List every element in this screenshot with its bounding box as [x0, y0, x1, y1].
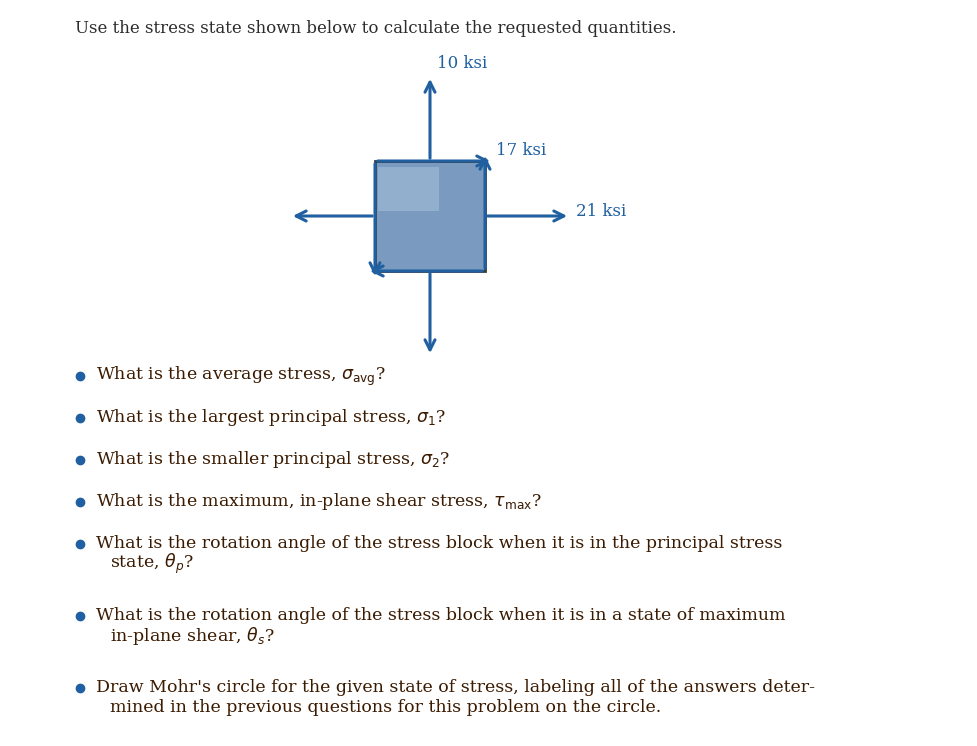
Text: state, $\theta_p$?: state, $\theta_p$? [110, 552, 193, 576]
Text: What is the smaller principal stress, $\sigma_2$?: What is the smaller principal stress, $\… [96, 450, 450, 471]
Bar [378, 167, 439, 211]
Bar [375, 161, 485, 271]
Text: in-plane shear, $\theta_s$?: in-plane shear, $\theta_s$? [110, 625, 275, 647]
Text: What is the average stress, $\sigma_\mathrm{avg}$?: What is the average stress, $\sigma_\mat… [96, 364, 386, 388]
Text: 10 ksi: 10 ksi [437, 55, 488, 72]
Text: What is the rotation angle of the stress block when it is in the principal stres: What is the rotation angle of the stress… [96, 536, 783, 553]
Text: 21 ksi: 21 ksi [576, 202, 626, 219]
Text: Use the stress state shown below to calculate the requested quantities.: Use the stress state shown below to calc… [75, 20, 676, 37]
Text: mined in the previous questions for this problem on the circle.: mined in the previous questions for this… [110, 700, 661, 716]
Text: Draw Mohr's circle for the given state of stress, labeling all of the answers de: Draw Mohr's circle for the given state o… [96, 680, 815, 697]
Text: What is the rotation angle of the stress block when it is in a state of maximum: What is the rotation angle of the stress… [96, 607, 786, 624]
Text: 17 ksi: 17 ksi [496, 142, 546, 159]
Text: What is the maximum, in-plane shear stress, $\tau_\mathrm{max}$?: What is the maximum, in-plane shear stre… [96, 492, 542, 513]
Text: What is the largest principal stress, $\sigma_1$?: What is the largest principal stress, $\… [96, 407, 446, 428]
